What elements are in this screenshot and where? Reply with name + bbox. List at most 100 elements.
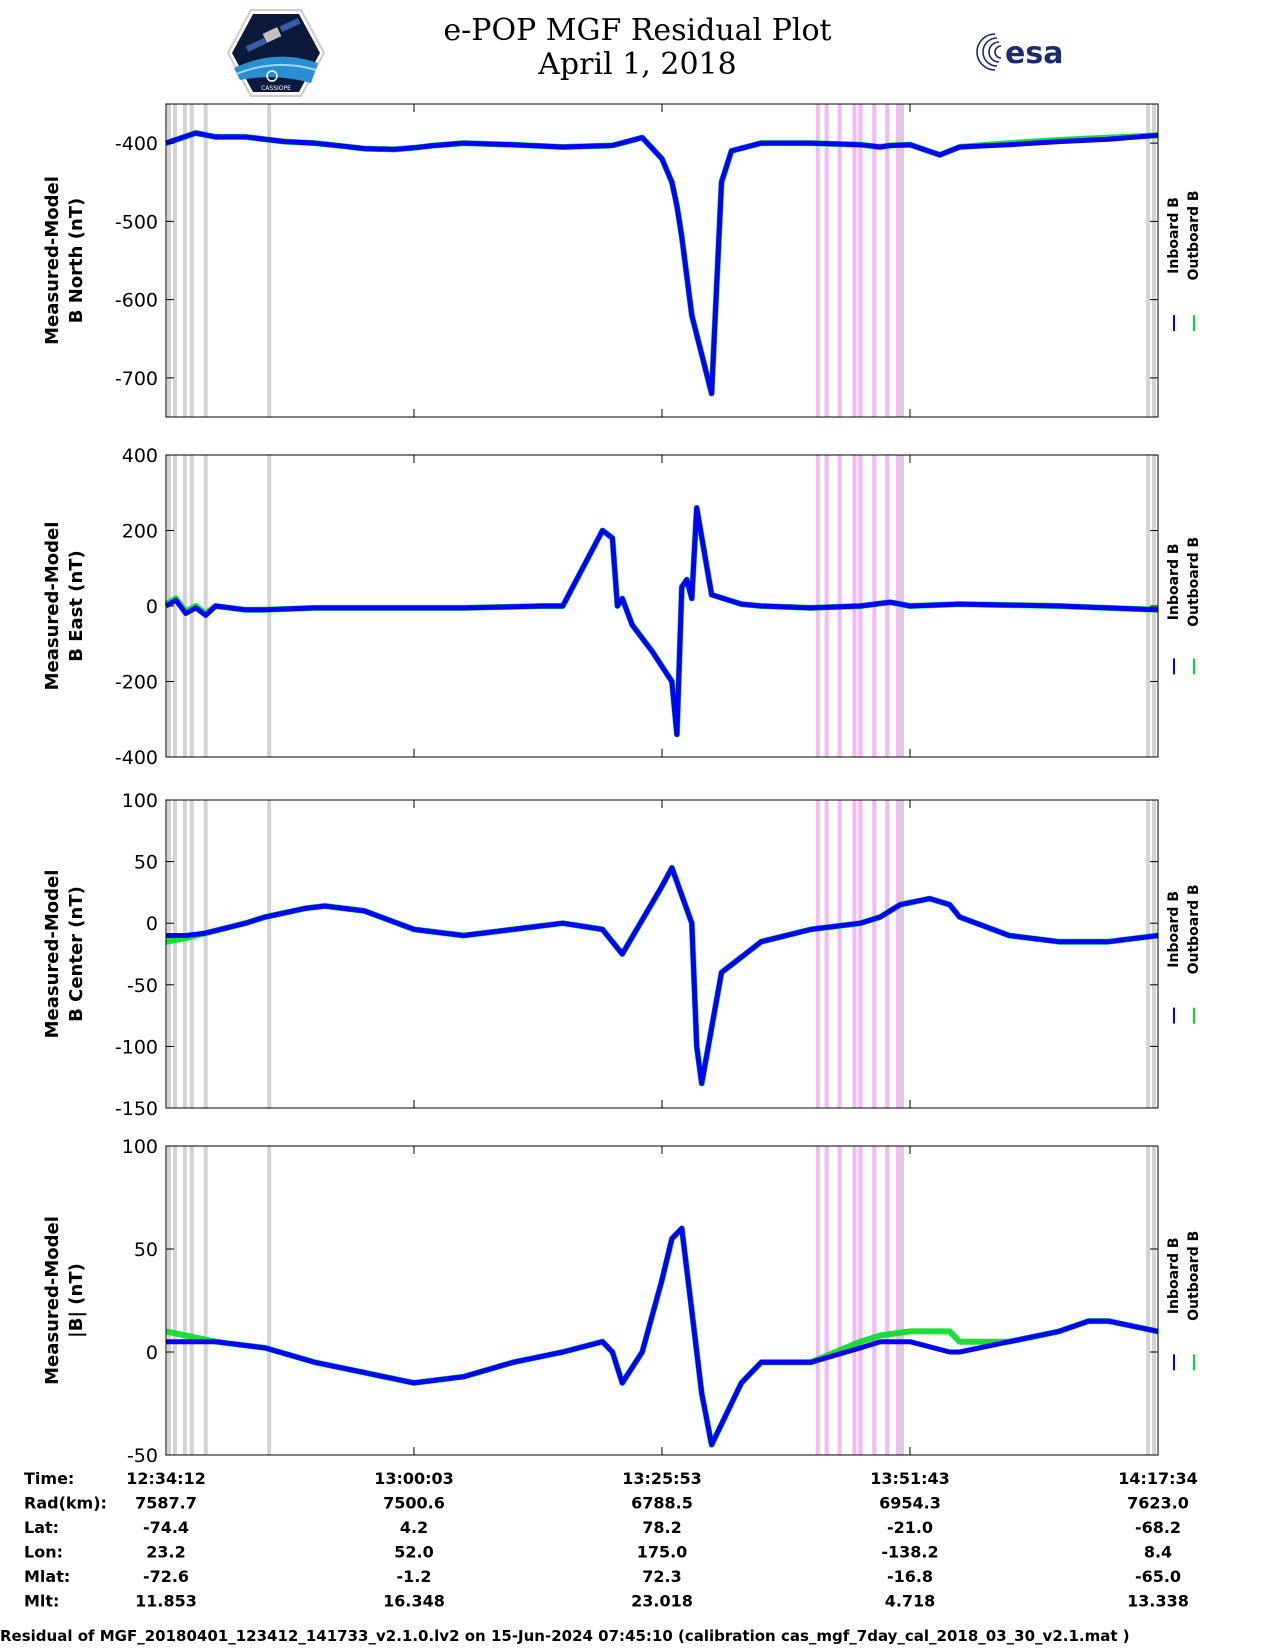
data-point — [244, 136, 246, 138]
y-tick-label: -100 — [115, 1036, 158, 1058]
info-row-value: 78.2 — [642, 1518, 681, 1537]
y-tick-label: 100 — [122, 1136, 158, 1158]
data-point — [671, 181, 673, 183]
data-point — [264, 916, 266, 918]
info-row-label: Rad(km): — [24, 1494, 107, 1513]
info-row-label: Lat: — [24, 1518, 59, 1537]
data-point — [760, 941, 762, 943]
y-axis-label: Measured-Model — [42, 1216, 63, 1385]
y-tick-label: -150 — [115, 1098, 158, 1120]
legend-label-inboard: Inboard B — [1166, 197, 1182, 274]
data-point — [185, 934, 187, 937]
data-point — [810, 607, 812, 609]
data-point — [244, 609, 246, 611]
data-point — [730, 150, 733, 152]
data-point — [959, 603, 961, 605]
data-point — [889, 144, 891, 147]
data-point — [443, 144, 445, 146]
data-point — [621, 953, 623, 955]
data-point — [1058, 1330, 1060, 1332]
series-line-outboard — [165, 130, 1159, 397]
y-axis-label: Measured-Model — [42, 870, 63, 1039]
y-tick-label: -50 — [127, 975, 158, 997]
data-point — [512, 1361, 514, 1363]
y-tick-label: 50 — [134, 1239, 158, 1261]
info-row-value: 8.4 — [1144, 1543, 1172, 1562]
info-row-value: 16.348 — [383, 1592, 445, 1611]
data-point — [363, 1372, 365, 1374]
y-tick-label: 0 — [146, 596, 158, 618]
data-point — [959, 1351, 961, 1353]
data-point — [879, 1334, 881, 1337]
data-point — [1008, 1341, 1010, 1343]
data-point — [1008, 144, 1010, 146]
legend-label-inboard: Inboard B — [1166, 891, 1182, 968]
data-point — [859, 922, 862, 924]
data-point — [621, 597, 623, 600]
data-point — [691, 597, 693, 600]
data-point — [185, 612, 187, 615]
info-row-value: 72.3 — [642, 1567, 681, 1586]
data-point — [512, 928, 514, 930]
data-point — [512, 144, 514, 146]
data-point — [205, 614, 207, 617]
data-point — [671, 867, 673, 869]
data-point — [949, 1351, 951, 1353]
data-point — [314, 1361, 316, 1363]
y-axis-label: B North (nT) — [66, 198, 87, 324]
svg-text:CASSIOPE: CASSIOPE — [261, 85, 291, 92]
info-row-value: -65.0 — [1135, 1567, 1181, 1586]
data-point — [720, 181, 723, 183]
data-point — [1087, 1320, 1090, 1322]
info-row-value: 6954.3 — [879, 1494, 941, 1513]
data-point — [616, 605, 618, 607]
data-point — [631, 624, 633, 626]
title-line-2: April 1, 2018 — [538, 47, 737, 82]
data-point — [304, 907, 306, 910]
data-point — [810, 1361, 812, 1363]
data-point — [676, 733, 678, 735]
data-point — [324, 905, 326, 907]
info-row-value: -68.2 — [1135, 1518, 1181, 1537]
data-point — [343, 145, 346, 147]
svg-text:esa: esa — [1005, 36, 1063, 71]
data-point — [413, 928, 415, 930]
info-row-value: 13:51:43 — [870, 1469, 950, 1488]
data-point — [215, 136, 217, 138]
data-point — [760, 605, 762, 607]
data-point — [711, 1444, 713, 1446]
data-point — [601, 928, 604, 930]
data-point — [542, 605, 544, 607]
y-tick-label: 50 — [134, 852, 158, 874]
data-point — [205, 932, 207, 934]
y-tick-label: -400 — [115, 747, 158, 769]
data-point — [691, 922, 693, 924]
data-point — [661, 885, 663, 887]
data-point — [601, 1341, 604, 1343]
data-point — [760, 142, 762, 144]
data-point — [879, 916, 881, 918]
data-point — [671, 680, 673, 683]
series-line-inboard — [165, 130, 1159, 396]
data-point — [1107, 941, 1109, 943]
info-row-label: Mlt: — [24, 1592, 59, 1611]
info-row-value: 23.2 — [146, 1543, 185, 1562]
info-row-value: -72.6 — [143, 1567, 189, 1586]
data-point — [1107, 138, 1109, 140]
data-point — [433, 144, 435, 147]
y-axis-label: B East (nT) — [66, 550, 87, 662]
series-line-inboard — [166, 865, 1159, 1086]
info-row-value: 23.018 — [631, 1592, 693, 1611]
data-point — [686, 578, 688, 581]
y-axis-label: Measured-Model — [42, 522, 63, 691]
data-point — [363, 910, 365, 912]
data-point — [1058, 140, 1060, 143]
y-axis-label: Measured-Model — [42, 176, 63, 345]
data-point — [959, 146, 961, 148]
y-tick-label: 100 — [122, 790, 158, 812]
data-point — [463, 1376, 465, 1378]
y-tick-label: 0 — [146, 1342, 158, 1364]
data-point — [899, 904, 901, 906]
chart-title: e-POP MGF Residual Plot April 1, 2018 — [0, 14, 1275, 82]
